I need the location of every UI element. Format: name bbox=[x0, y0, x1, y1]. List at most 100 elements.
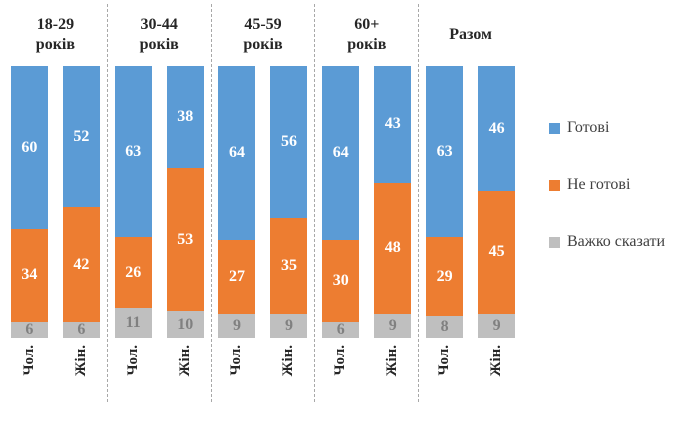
gender-label: Чол. bbox=[20, 345, 37, 376]
segment-value: 60 bbox=[21, 138, 38, 156]
stacked-bar: 52 42 6 bbox=[62, 66, 100, 338]
group-title: 45-59 років bbox=[243, 16, 283, 53]
stacked-bar: 64 27 9 bbox=[218, 66, 256, 338]
segment-not-ready: 30 bbox=[322, 240, 360, 322]
segment-ready: 38 bbox=[166, 66, 204, 169]
segment-value: 6 bbox=[25, 320, 34, 338]
bars-row: 64 27 9 56 35 9 bbox=[212, 66, 315, 338]
gender-label: Жін. bbox=[488, 345, 505, 377]
stacked-bar: 43 48 9 bbox=[374, 66, 412, 338]
stacked-bar: 38 53 10 bbox=[166, 66, 204, 338]
legend: Готові Не готові Важко сказати bbox=[549, 120, 665, 250]
segment-ready: 46 bbox=[478, 66, 516, 192]
gender-label: Чол. bbox=[332, 345, 349, 376]
label-cell: Жін. bbox=[270, 345, 307, 402]
segment-value: 9 bbox=[284, 316, 293, 334]
segment-value: 45 bbox=[488, 243, 505, 261]
segment-value: 9 bbox=[388, 316, 397, 334]
gender-label: Жін. bbox=[176, 345, 193, 377]
labels-row: Чол. Жін. bbox=[315, 338, 418, 402]
stacked-bar: 60 34 6 bbox=[10, 66, 48, 338]
segment-not-ready: 45 bbox=[478, 191, 516, 314]
group-title: 60+ років bbox=[347, 16, 387, 53]
bars-row: 63 26 11 38 53 10 bbox=[108, 66, 211, 338]
bars-row: 64 30 6 43 48 9 bbox=[315, 66, 418, 338]
segment-value: 8 bbox=[440, 318, 449, 336]
bars-row: 63 29 8 46 45 9 bbox=[419, 66, 522, 338]
segment-ready: 56 bbox=[270, 66, 308, 219]
segment-value: 34 bbox=[21, 266, 38, 284]
age-group-3: 45-59 років 64 27 9 56 35 9 Чол. Жін. bbox=[212, 4, 316, 402]
segment-ready: 60 bbox=[10, 66, 48, 230]
bars-row: 60 34 6 52 42 6 bbox=[4, 66, 107, 338]
segment-hard-to-say: 11 bbox=[114, 308, 152, 338]
gender-label: Жін. bbox=[280, 345, 297, 377]
segment-value: 27 bbox=[228, 267, 245, 285]
segment-value: 52 bbox=[73, 127, 90, 145]
labels-row: Чол. Жін. bbox=[4, 338, 107, 402]
legend-swatch-icon bbox=[549, 122, 560, 134]
segment-not-ready: 27 bbox=[218, 240, 256, 314]
segment-ready: 63 bbox=[426, 66, 464, 238]
segment-value: 35 bbox=[280, 256, 297, 274]
segment-hard-to-say: 8 bbox=[426, 316, 464, 338]
gender-label: Чол. bbox=[436, 345, 453, 376]
label-cell: Чол. bbox=[322, 345, 359, 402]
segment-ready: 52 bbox=[62, 66, 100, 208]
segment-not-ready: 26 bbox=[114, 237, 152, 309]
legend-swatch-icon bbox=[549, 179, 560, 191]
legend-swatch-icon bbox=[549, 236, 560, 248]
stacked-bar-chart: 18-29 років 60 34 6 52 42 6 Чол. Жін. 30-44 років 63… bbox=[4, 4, 522, 402]
labels-row: Чол. Жін. bbox=[419, 338, 522, 402]
label-cell: Чол. bbox=[218, 345, 255, 402]
label-cell: Жін. bbox=[167, 345, 204, 402]
segment-value: 38 bbox=[177, 108, 194, 126]
segment-value: 53 bbox=[177, 230, 194, 248]
segment-not-ready: 42 bbox=[62, 207, 100, 322]
stacked-bar: 64 30 6 bbox=[322, 66, 360, 338]
segment-value: 43 bbox=[384, 115, 401, 133]
labels-row: Чол. Жін. bbox=[108, 338, 211, 402]
segment-value: 9 bbox=[232, 316, 241, 334]
label-cell: Жін. bbox=[374, 345, 411, 402]
segment-ready: 64 bbox=[218, 66, 256, 241]
label-cell: Чол. bbox=[11, 345, 48, 402]
age-group-5: Разом 63 29 8 46 45 9 Чол. Жін. bbox=[419, 4, 522, 402]
stacked-bar: 63 26 11 bbox=[114, 66, 152, 338]
segment-value: 26 bbox=[125, 263, 142, 281]
segment-not-ready: 48 bbox=[374, 182, 412, 314]
segment-value: 29 bbox=[436, 267, 453, 285]
stacked-bar: 56 35 9 bbox=[270, 66, 308, 338]
age-group-2: 30-44 років 63 26 11 38 53 10 Чол. Жін. bbox=[108, 4, 212, 402]
segment-not-ready: 35 bbox=[270, 218, 308, 314]
segment-value: 46 bbox=[488, 119, 505, 137]
segment-value: 63 bbox=[125, 142, 142, 160]
legend-label: Важко сказати bbox=[567, 233, 666, 250]
segment-hard-to-say: 9 bbox=[478, 313, 516, 338]
segment-value: 42 bbox=[73, 255, 90, 273]
legend-label: Не готові bbox=[567, 176, 631, 193]
label-cell: Жін. bbox=[63, 345, 100, 402]
segment-value: 9 bbox=[492, 316, 501, 334]
legend-label: Готові bbox=[567, 119, 610, 136]
segment-value: 6 bbox=[77, 320, 86, 338]
segment-hard-to-say: 9 bbox=[218, 313, 256, 338]
segment-value: 10 bbox=[177, 315, 194, 333]
segment-value: 56 bbox=[280, 133, 297, 151]
segment-ready: 63 bbox=[114, 66, 152, 238]
legend-item: Важко сказати bbox=[549, 234, 665, 250]
segment-value: 11 bbox=[125, 314, 141, 332]
segment-hard-to-say: 6 bbox=[322, 320, 360, 338]
segment-value: 6 bbox=[336, 320, 345, 338]
label-cell: Жін. bbox=[478, 345, 515, 402]
segment-hard-to-say: 6 bbox=[10, 320, 48, 338]
segment-ready: 64 bbox=[322, 66, 360, 241]
age-group-4: 60+ років 64 30 6 43 48 9 Чол. Жін. bbox=[315, 4, 420, 402]
segment-hard-to-say: 10 bbox=[166, 311, 204, 338]
gender-label: Чол. bbox=[124, 345, 141, 376]
segment-hard-to-say: 6 bbox=[62, 320, 100, 338]
segment-value: 48 bbox=[384, 239, 401, 257]
segment-not-ready: 34 bbox=[10, 229, 48, 322]
legend-item: Готові bbox=[549, 120, 665, 136]
